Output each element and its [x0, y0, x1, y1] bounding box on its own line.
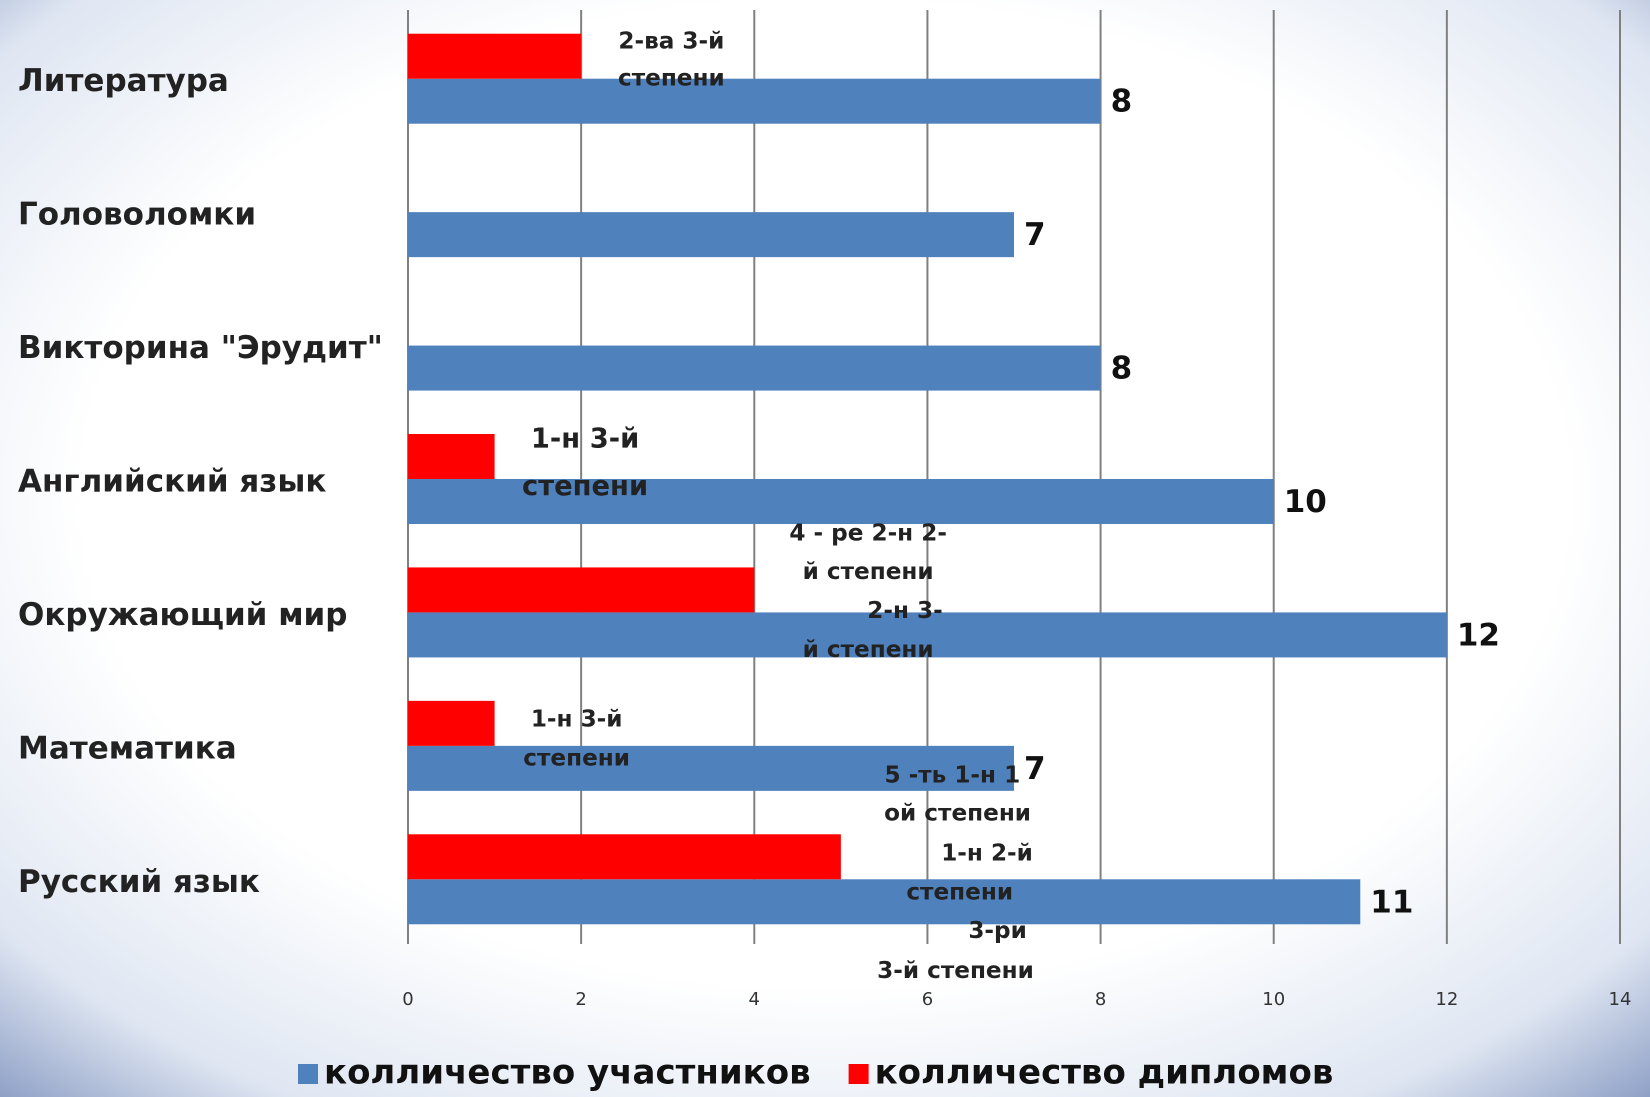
annotation: 4 - ре 2-н 2-: [789, 520, 947, 546]
x-tick-label: 12: [1435, 989, 1458, 1010]
annotation: степени: [618, 65, 725, 91]
annotation: й степени: [803, 559, 934, 585]
x-tick-label: 6: [922, 989, 933, 1010]
y-tick-label: Литература: [18, 63, 229, 99]
annotation: степени: [523, 746, 630, 772]
annotation: 1-н 3-й: [531, 707, 623, 733]
x-tick-label: 0: [402, 989, 413, 1010]
bar: [408, 479, 1274, 524]
value-label: 11: [1370, 884, 1413, 920]
annotation: ой степени: [884, 800, 1031, 826]
y-tick-label: Английский язык: [18, 464, 326, 500]
x-tick-label: 14: [1609, 989, 1632, 1010]
bar: [408, 745, 1014, 791]
bar: [408, 834, 841, 880]
legend-label: колличество участников: [324, 1053, 811, 1093]
x-tick-label: 4: [749, 989, 760, 1010]
annotation: 1-н 3-й: [531, 424, 639, 455]
y-tick-label: Окружающий мир: [18, 597, 347, 633]
annotation: 3-й степени: [877, 958, 1034, 984]
bar: [408, 78, 1101, 124]
legend-swatch: [848, 1064, 869, 1084]
value-label: 8: [1111, 84, 1133, 120]
annotation: степени: [906, 879, 1013, 905]
annotation: 5 -ть 1-н 1: [884, 762, 1020, 788]
legend-label: колличество дипломов: [875, 1053, 1334, 1093]
y-tick-label: Математика: [18, 730, 237, 766]
bar: [408, 612, 1447, 658]
value-label: 10: [1284, 484, 1327, 520]
bar: [408, 700, 495, 746]
value-label: 7: [1024, 217, 1046, 253]
annotation: 2-н 3-: [867, 598, 942, 624]
value-label: 8: [1111, 351, 1133, 387]
bar: [408, 434, 495, 479]
bar: [408, 567, 755, 613]
y-tick-label: Русский язык: [18, 864, 260, 900]
value-label: 7: [1024, 751, 1046, 787]
bar: [408, 33, 582, 79]
annotation: 2-ва 3-й: [618, 29, 724, 55]
y-tick-label: Головоломки: [18, 197, 256, 233]
bar: [408, 879, 1361, 925]
bar: [408, 212, 1014, 258]
annotation: й степени: [803, 637, 934, 663]
legend-swatch: [298, 1064, 318, 1084]
x-tick-label: 2: [575, 989, 586, 1010]
x-tick-label: 8: [1095, 989, 1106, 1010]
annotation: степени: [522, 471, 648, 502]
annotation: 1-н 2-й: [941, 840, 1033, 866]
annotation: 3-ри: [968, 918, 1026, 944]
y-tick-label: Викторина "Эрудит": [18, 330, 383, 366]
x-tick-label: 10: [1262, 989, 1285, 1010]
value-label: 12: [1457, 617, 1500, 653]
bar: [408, 345, 1101, 391]
